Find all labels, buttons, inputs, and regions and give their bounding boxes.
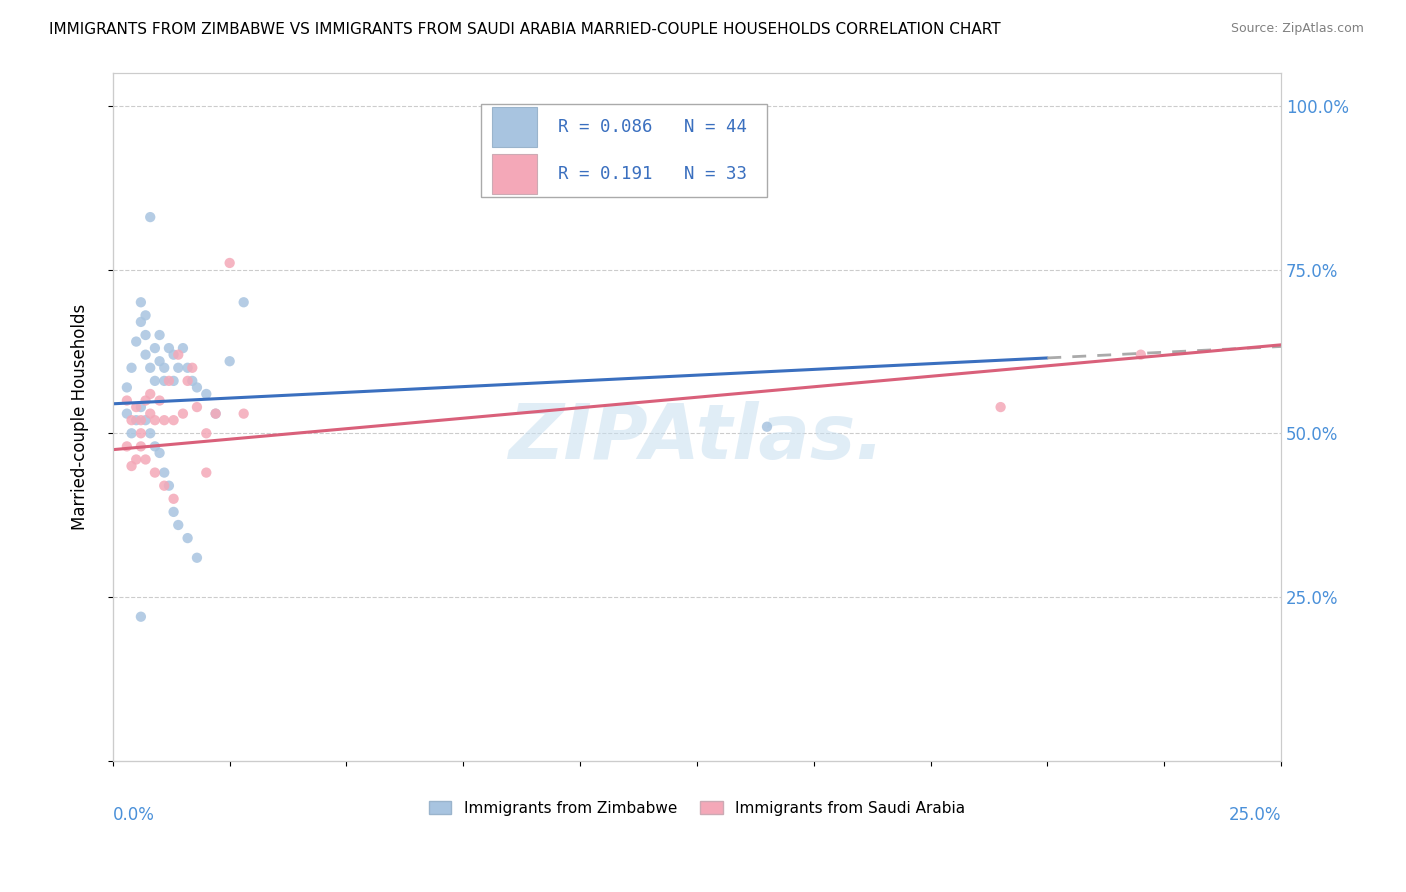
Point xyxy=(125,413,148,427)
Point xyxy=(135,348,157,362)
Point xyxy=(139,426,162,441)
FancyBboxPatch shape xyxy=(492,107,537,147)
Point xyxy=(232,407,254,421)
Point xyxy=(139,210,162,224)
Point xyxy=(148,446,170,460)
Point xyxy=(162,374,184,388)
Text: 0.0%: 0.0% xyxy=(112,805,155,823)
Point xyxy=(153,413,176,427)
Point xyxy=(143,413,166,427)
Text: IMMIGRANTS FROM ZIMBABWE VS IMMIGRANTS FROM SAUDI ARABIA MARRIED-COUPLE HOUSEHOL: IMMIGRANTS FROM ZIMBABWE VS IMMIGRANTS F… xyxy=(49,22,1001,37)
Point xyxy=(135,452,157,467)
Point xyxy=(125,452,148,467)
FancyBboxPatch shape xyxy=(492,153,537,194)
Point xyxy=(139,360,162,375)
Point xyxy=(1129,348,1152,362)
Point xyxy=(135,309,157,323)
Point xyxy=(135,393,157,408)
Point xyxy=(167,360,190,375)
Point xyxy=(186,380,208,394)
Point xyxy=(153,466,176,480)
Point xyxy=(143,341,166,355)
FancyBboxPatch shape xyxy=(481,104,768,197)
Point xyxy=(218,256,240,270)
Point xyxy=(204,407,226,421)
Point xyxy=(756,419,779,434)
Point xyxy=(176,531,198,545)
Point xyxy=(115,439,138,453)
Point xyxy=(162,348,184,362)
Text: 25.0%: 25.0% xyxy=(1229,805,1281,823)
Text: ZIPAtlas.: ZIPAtlas. xyxy=(509,401,886,475)
Point xyxy=(121,426,143,441)
Point xyxy=(129,426,152,441)
Point xyxy=(181,360,204,375)
Point xyxy=(115,407,138,421)
Point xyxy=(204,407,226,421)
Point xyxy=(176,374,198,388)
Point xyxy=(157,374,180,388)
Point xyxy=(129,413,152,427)
Y-axis label: Married-couple Households: Married-couple Households xyxy=(72,304,89,530)
Point xyxy=(153,360,176,375)
Point xyxy=(167,348,190,362)
Point xyxy=(153,478,176,492)
Point xyxy=(129,439,152,453)
Point xyxy=(129,315,152,329)
Point xyxy=(232,295,254,310)
Text: R = 0.191   N = 33: R = 0.191 N = 33 xyxy=(558,165,747,183)
Point xyxy=(125,400,148,414)
Point xyxy=(186,550,208,565)
Text: R = 0.086   N = 44: R = 0.086 N = 44 xyxy=(558,118,747,136)
Point xyxy=(162,491,184,506)
Legend: Immigrants from Zimbabwe, Immigrants from Saudi Arabia: Immigrants from Zimbabwe, Immigrants fro… xyxy=(422,795,972,822)
Point xyxy=(129,400,152,414)
Point xyxy=(115,380,138,394)
Point xyxy=(176,360,198,375)
Point xyxy=(153,374,176,388)
Point xyxy=(121,360,143,375)
Point xyxy=(172,341,194,355)
Text: Source: ZipAtlas.com: Source: ZipAtlas.com xyxy=(1230,22,1364,36)
Point xyxy=(162,505,184,519)
Point xyxy=(167,518,190,533)
Point xyxy=(148,393,170,408)
Point xyxy=(157,341,180,355)
Point xyxy=(195,387,218,401)
Point xyxy=(129,609,152,624)
Point xyxy=(135,413,157,427)
Point xyxy=(143,466,166,480)
Point xyxy=(148,328,170,343)
Point xyxy=(186,400,208,414)
Point xyxy=(195,466,218,480)
Point xyxy=(157,478,180,492)
Point xyxy=(125,334,148,349)
Point xyxy=(172,407,194,421)
Point xyxy=(139,387,162,401)
Point xyxy=(115,393,138,408)
Point xyxy=(135,328,157,343)
Point xyxy=(143,374,166,388)
Point xyxy=(195,426,218,441)
Point xyxy=(162,413,184,427)
Point xyxy=(139,407,162,421)
Point xyxy=(121,413,143,427)
Point xyxy=(990,400,1012,414)
Point xyxy=(121,458,143,473)
Point xyxy=(143,439,166,453)
Point xyxy=(148,354,170,368)
Point xyxy=(129,295,152,310)
Point xyxy=(181,374,204,388)
Point xyxy=(218,354,240,368)
